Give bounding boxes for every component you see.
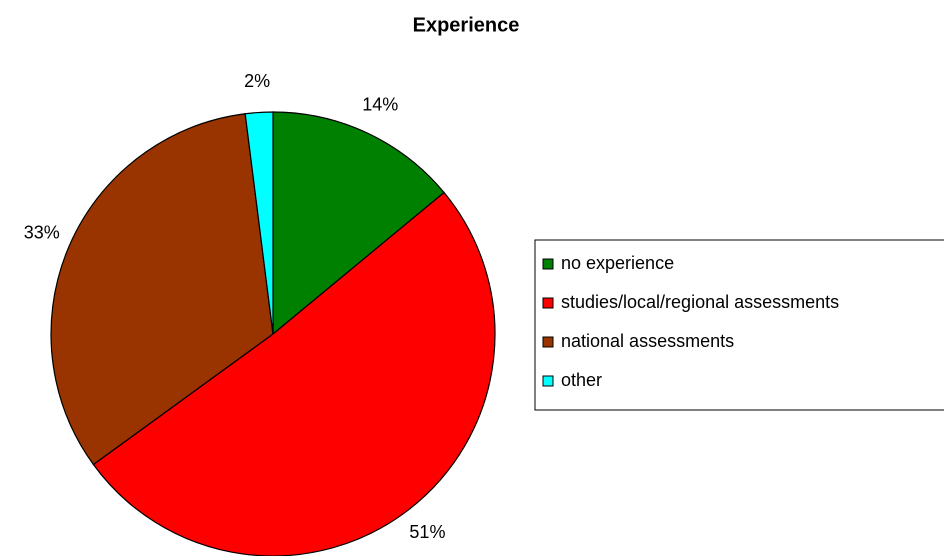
data-label: 14% (362, 95, 398, 115)
legend-label: other (561, 370, 602, 390)
legend-swatch (542, 336, 554, 348)
legend-swatch (542, 258, 554, 270)
legend-label: no experience (561, 253, 674, 273)
pie-slice (272, 111, 445, 336)
pie-slice (92, 191, 496, 556)
legend-swatch (542, 297, 554, 309)
legend-box (534, 239, 944, 411)
data-label: 33% (24, 223, 60, 243)
data-label: 2% (244, 71, 270, 91)
legend-label: studies/local/regional assessments (561, 292, 839, 312)
chart-title: Experience (413, 14, 520, 36)
pie-slice (50, 113, 274, 466)
pie-slice (244, 111, 274, 335)
data-label: 51% (409, 522, 445, 542)
legend-swatch (542, 375, 554, 387)
legend-label: national assessments (561, 331, 734, 351)
